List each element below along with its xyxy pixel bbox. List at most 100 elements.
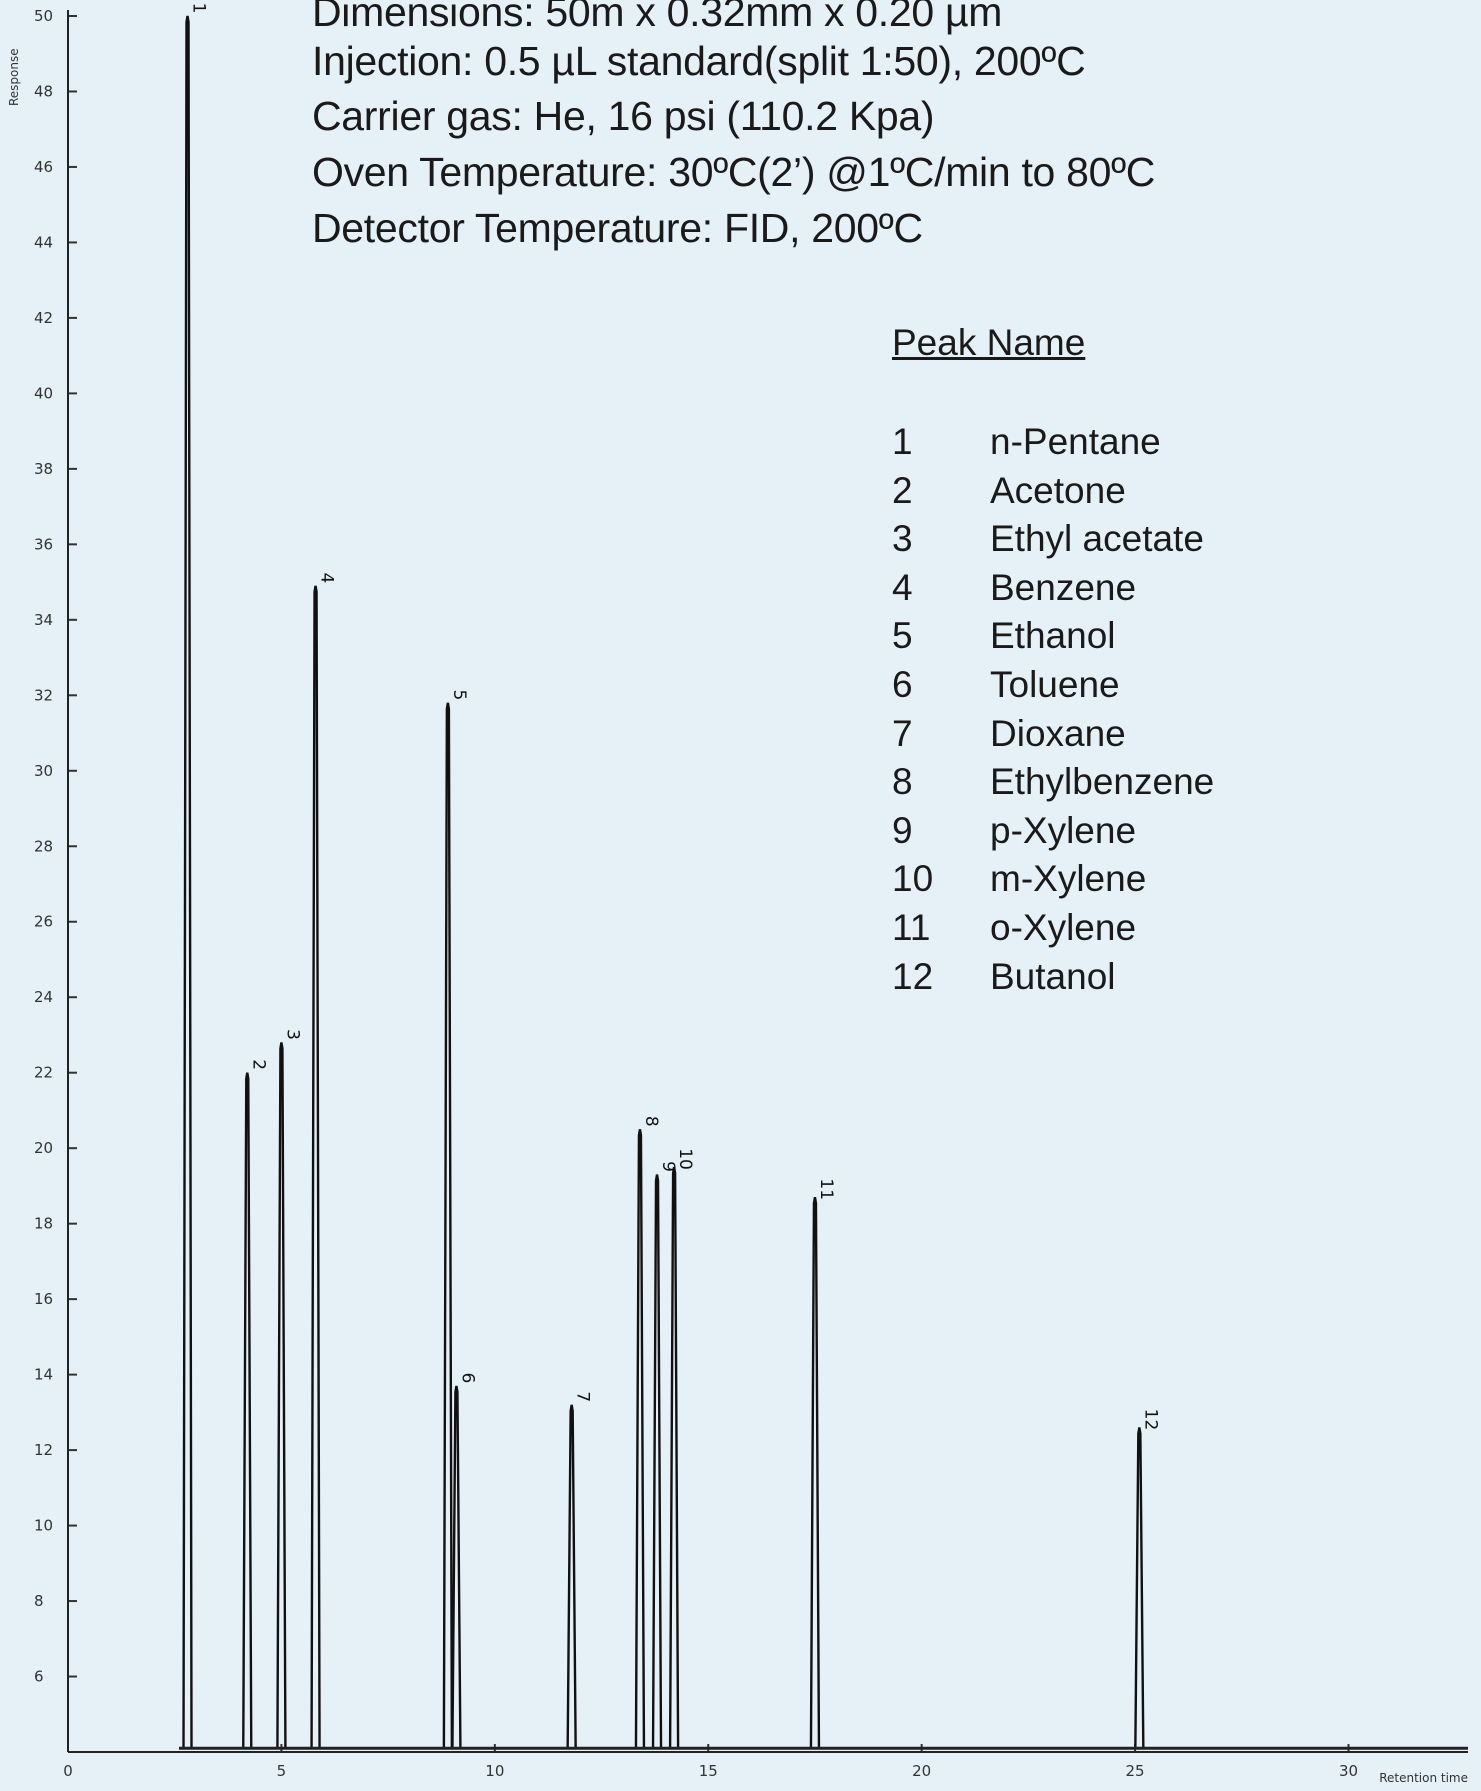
y-tick-label: 46 — [34, 158, 53, 176]
condition-carrier-gas: Carrier gas: He, 16 psi (110.2 Kpa) — [312, 93, 935, 139]
peak-10 — [668, 1166, 680, 1749]
peak-11 — [809, 1197, 821, 1749]
peak-label: 9 — [658, 1161, 678, 1172]
y-tick-label: 22 — [34, 1064, 53, 1082]
condition-oven-temperature: Oven Temperature: 30ºC(2’) @1ºC/min to 8… — [312, 149, 1156, 195]
x-tick-label: 15 — [699, 1762, 718, 1780]
peak-label: 3 — [282, 1029, 302, 1040]
legend-item-name: o-Xylene — [990, 907, 1137, 948]
peak-label: 1 — [189, 3, 209, 14]
y-tick-label: 38 — [34, 460, 53, 478]
x-tick-label: 20 — [912, 1762, 931, 1780]
legend-item: 7 Dioxane — [892, 710, 1126, 758]
legend-item-number: 7 — [892, 712, 913, 754]
y-tick-label: 28 — [34, 837, 53, 855]
condition-detector-temperature: Detector Temperature: FID, 200ºC — [312, 205, 923, 251]
legend-item: 8 Ethylbenzene — [892, 758, 1214, 806]
x-tick-label: 30 — [1339, 1762, 1358, 1780]
peak-5 — [442, 702, 454, 1749]
legend-item: 6 Toluene — [892, 661, 1120, 709]
y-tick-label: 32 — [34, 686, 53, 704]
y-tick-label: 44 — [34, 233, 53, 251]
legend-item: 4 Benzene — [892, 564, 1136, 612]
peak-3 — [276, 1042, 287, 1749]
y-tick-label: 6 — [34, 1668, 44, 1686]
legend-title: Peak Name — [892, 322, 1086, 363]
y-axis-ticks: 6 8 10 12 14 16 18 20 22 24 26 28 30 32 34 36 38 40 42 44 46… — [34, 7, 77, 1686]
legend-item-name: Ethanol — [990, 615, 1116, 657]
y-tick-label: 8 — [34, 1592, 44, 1610]
legend-item: 2 Acetone — [892, 467, 1126, 515]
peak-7 — [566, 1404, 577, 1749]
peak-8 — [634, 1129, 646, 1749]
y-tick-label: 20 — [34, 1139, 53, 1157]
legend-item-name: m-Xylene — [990, 858, 1147, 900]
legend-item-name: Benzene — [990, 566, 1137, 608]
peak-9 — [651, 1174, 663, 1749]
peak-6 — [451, 1385, 462, 1749]
legend-item-name: Ethyl acetate — [990, 518, 1204, 560]
x-tick-label: 10 — [485, 1762, 504, 1780]
legend-item-number: 9 — [892, 809, 913, 851]
legend-item-number: 11 — [892, 907, 931, 948]
x-axis-ticks: 0 5 10 15 20 25 30 — [63, 1744, 1358, 1780]
legend-item-number: 4 — [892, 566, 913, 608]
y-tick-label: 16 — [34, 1290, 53, 1308]
y-tick-label: 14 — [34, 1366, 53, 1384]
legend-item-name: Dioxane — [990, 712, 1126, 754]
legend-item-number: 10 — [892, 858, 934, 900]
peak-label: 11 — [816, 1178, 836, 1200]
y-tick-label: 24 — [34, 988, 53, 1006]
y-tick-label: 36 — [34, 535, 53, 553]
legend-item-number: 12 — [892, 955, 934, 997]
peak-label: 8 — [641, 1116, 661, 1127]
y-tick-label: 48 — [34, 82, 53, 100]
y-tick-label: 50 — [34, 7, 53, 25]
legend-item-name: Toluene — [990, 664, 1120, 705]
legend-item: 12 Butanol — [892, 953, 1116, 1001]
legend-item: 11 o-Xylene — [892, 904, 1136, 952]
legend-item: 3 Ethyl acetate — [892, 515, 1204, 563]
legend-item-name: Acetone — [990, 469, 1126, 511]
legend-item: 5 Ethanol — [892, 612, 1116, 660]
legend-item-number: 8 — [892, 761, 913, 803]
peak-label: 5 — [449, 689, 469, 700]
condition-dimensions: Dimensions: 50m x 0.32mm x 0.20 µm — [312, 0, 1003, 35]
y-tick-label: 34 — [34, 611, 53, 629]
peak-label: 12 — [1140, 1409, 1160, 1431]
y-tick-label: 26 — [34, 913, 53, 931]
y-tick-label: 10 — [34, 1517, 53, 1535]
y-tick-label: 18 — [34, 1215, 53, 1233]
peak-label: 10 — [675, 1148, 695, 1170]
condition-injection: Injection: 0.5 µL standard(split 1:50), … — [312, 38, 1086, 84]
y-tick-label: 12 — [34, 1441, 53, 1459]
y-tick-label: 42 — [34, 309, 53, 327]
legend-item: 9 p-Xylene — [892, 807, 1136, 855]
legend-item-number: 5 — [892, 615, 913, 657]
x-tick-label: 0 — [63, 1762, 73, 1780]
legend-item-name: Butanol — [990, 955, 1116, 997]
x-tick-label: 5 — [277, 1762, 287, 1780]
legend-item-number: 3 — [892, 518, 913, 560]
legend-item-number: 2 — [892, 469, 913, 511]
legend-item-number: 6 — [892, 664, 913, 705]
y-tick-label: 30 — [34, 762, 53, 780]
peak-label: 2 — [248, 1059, 268, 1070]
peak-4 — [310, 585, 321, 1749]
peak-1 — [182, 15, 193, 1749]
peak-label: 6 — [457, 1373, 477, 1384]
peak-label: 7 — [573, 1391, 593, 1402]
legend-item-number: 1 — [892, 421, 913, 462]
legend-item: 10 m-Xylene — [892, 855, 1146, 903]
peak-12 — [1134, 1427, 1145, 1749]
y-tick-label: 40 — [34, 384, 53, 402]
peak-2 — [242, 1072, 253, 1749]
x-tick-label: 25 — [1126, 1762, 1145, 1780]
legend-item: 1 n-Pentane — [892, 418, 1161, 466]
y-axis-label: Response — [7, 48, 21, 106]
x-axis-label: Retention time — [1379, 1771, 1468, 1785]
legend-item-name: n-Pentane — [990, 421, 1161, 462]
legend-item-name: p-Xylene — [990, 809, 1137, 851]
